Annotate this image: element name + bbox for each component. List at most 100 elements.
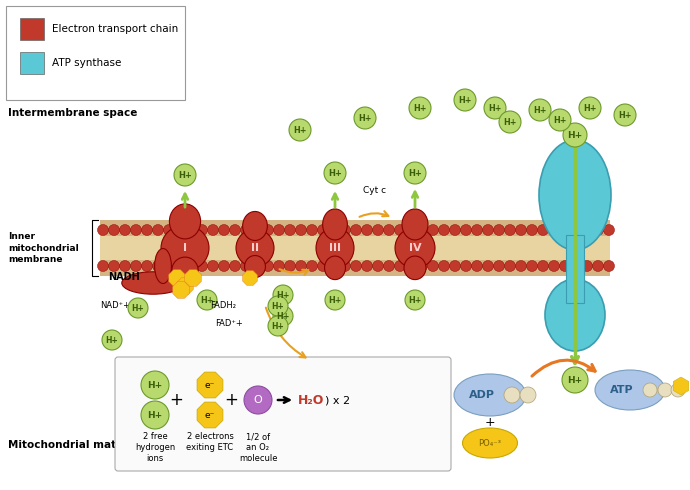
Text: PO₄⁻³: PO₄⁻³	[478, 439, 502, 447]
Text: I: I	[183, 243, 187, 253]
Ellipse shape	[122, 272, 184, 294]
Circle shape	[593, 261, 604, 271]
Circle shape	[563, 123, 587, 147]
FancyBboxPatch shape	[566, 235, 584, 303]
Circle shape	[351, 261, 362, 271]
Ellipse shape	[545, 279, 605, 351]
FancyBboxPatch shape	[100, 220, 610, 276]
Circle shape	[241, 261, 251, 271]
Circle shape	[395, 224, 406, 236]
Text: FADH₂: FADH₂	[210, 301, 236, 310]
Circle shape	[549, 224, 560, 236]
Circle shape	[428, 224, 439, 236]
Circle shape	[108, 261, 119, 271]
Circle shape	[197, 224, 208, 236]
Circle shape	[262, 261, 273, 271]
Circle shape	[328, 224, 339, 236]
Circle shape	[499, 111, 521, 133]
Circle shape	[295, 224, 306, 236]
Circle shape	[208, 261, 219, 271]
Circle shape	[325, 290, 345, 310]
Ellipse shape	[316, 228, 354, 268]
Text: NADH: NADH	[108, 272, 140, 282]
Text: H+: H+	[567, 375, 582, 385]
Circle shape	[119, 224, 130, 236]
Circle shape	[186, 261, 197, 271]
Text: H+: H+	[178, 171, 192, 179]
Text: 2 electrons
exiting ETC: 2 electrons exiting ETC	[186, 432, 233, 452]
Ellipse shape	[244, 256, 266, 277]
Circle shape	[373, 261, 384, 271]
Circle shape	[526, 261, 538, 271]
Text: H+: H+	[413, 103, 426, 113]
Circle shape	[571, 261, 582, 271]
Circle shape	[579, 97, 601, 119]
Text: +: +	[224, 391, 238, 409]
Text: +: +	[484, 416, 495, 428]
Circle shape	[417, 261, 428, 271]
Circle shape	[395, 261, 406, 271]
Text: H+: H+	[106, 336, 119, 344]
Ellipse shape	[454, 374, 526, 416]
Circle shape	[273, 261, 284, 271]
Circle shape	[262, 224, 273, 236]
Text: Electron transport chain: Electron transport chain	[52, 24, 178, 34]
Text: H+: H+	[503, 118, 517, 126]
Circle shape	[582, 261, 593, 271]
Circle shape	[268, 296, 288, 316]
Text: ATP: ATP	[610, 385, 634, 395]
Circle shape	[306, 261, 317, 271]
Circle shape	[449, 224, 460, 236]
Circle shape	[582, 224, 593, 236]
Circle shape	[515, 224, 526, 236]
Text: H+: H+	[618, 111, 632, 120]
Circle shape	[197, 290, 217, 310]
Circle shape	[515, 261, 526, 271]
Circle shape	[362, 261, 373, 271]
Circle shape	[482, 224, 493, 236]
Circle shape	[406, 224, 417, 236]
Circle shape	[560, 261, 571, 271]
Circle shape	[317, 261, 328, 271]
Ellipse shape	[462, 428, 518, 458]
Circle shape	[306, 224, 317, 236]
Circle shape	[384, 224, 395, 236]
Text: ATP synthase: ATP synthase	[52, 58, 121, 68]
Ellipse shape	[172, 257, 198, 284]
Circle shape	[174, 164, 196, 186]
Circle shape	[317, 224, 328, 236]
Text: e⁻: e⁻	[205, 381, 215, 390]
Ellipse shape	[402, 209, 428, 240]
Circle shape	[460, 261, 471, 271]
Circle shape	[273, 306, 293, 326]
Circle shape	[164, 261, 175, 271]
Circle shape	[409, 97, 431, 119]
Text: H+: H+	[132, 303, 144, 313]
Circle shape	[197, 261, 208, 271]
Text: H+: H+	[272, 301, 284, 311]
Text: H+: H+	[272, 321, 284, 330]
FancyBboxPatch shape	[20, 18, 44, 40]
Ellipse shape	[323, 209, 347, 240]
Circle shape	[268, 316, 288, 336]
Circle shape	[604, 261, 615, 271]
Circle shape	[493, 224, 504, 236]
Text: H+: H+	[328, 295, 342, 304]
Circle shape	[128, 298, 148, 318]
Ellipse shape	[243, 212, 267, 241]
Circle shape	[504, 261, 515, 271]
Circle shape	[549, 261, 560, 271]
Circle shape	[108, 224, 119, 236]
Circle shape	[295, 261, 306, 271]
Text: ADP: ADP	[469, 390, 495, 400]
Text: H+: H+	[148, 411, 163, 419]
Circle shape	[526, 224, 538, 236]
Ellipse shape	[595, 370, 665, 410]
Text: H+: H+	[276, 312, 290, 320]
Circle shape	[152, 261, 164, 271]
Circle shape	[324, 162, 346, 184]
Circle shape	[560, 224, 571, 236]
Circle shape	[449, 261, 460, 271]
Text: +: +	[169, 391, 183, 409]
Text: H+: H+	[200, 295, 214, 304]
